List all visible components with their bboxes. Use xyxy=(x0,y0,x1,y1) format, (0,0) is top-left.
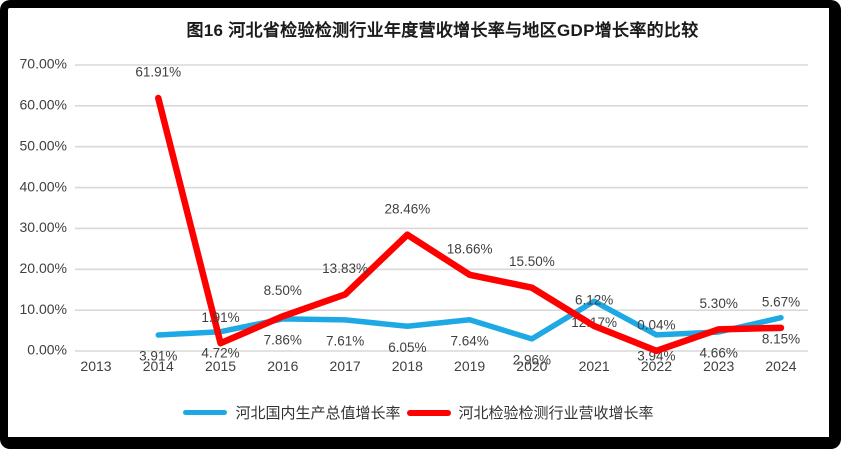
data-label: 3.94% xyxy=(637,348,675,363)
chart-title: 图16 河北省检验检测行业年度营收增长率与地区GDP增长率的比较 xyxy=(186,21,699,40)
red-line-swatch-icon xyxy=(406,409,451,416)
y-axis-label: 60.00% xyxy=(20,97,67,113)
y-axis-label: 20.00% xyxy=(20,260,67,276)
x-axis-label: 2021 xyxy=(579,358,610,374)
x-axis-label: 2023 xyxy=(703,358,734,374)
legend-item-gdp: 河北国内生产总值增长率 xyxy=(183,402,401,423)
x-axis-label: 2024 xyxy=(765,358,796,374)
x-axis-label: 2013 xyxy=(80,358,111,374)
data-label: 61.91% xyxy=(135,65,181,80)
data-label: 4.66% xyxy=(700,346,738,361)
x-axis-label: 2016 xyxy=(267,358,298,374)
data-label: 15.50% xyxy=(509,254,555,269)
x-axis-label: 2014 xyxy=(143,358,174,374)
series-line-revenue xyxy=(155,94,785,355)
data-label: 7.61% xyxy=(326,333,364,348)
x-axis-label: 2020 xyxy=(516,358,547,374)
x-axis-label: 2018 xyxy=(392,358,423,374)
y-axis-label: 40.00% xyxy=(20,178,67,194)
data-label: 4.72% xyxy=(201,345,239,360)
x-axis-label: 2017 xyxy=(330,358,361,374)
data-label: 3.91% xyxy=(139,349,177,364)
data-label: 18.66% xyxy=(447,241,493,256)
y-axis-label: 30.00% xyxy=(20,219,67,235)
chart-legend: 河北国内生产总值增长率 河北检验检测行业营收增长率 xyxy=(8,402,829,423)
data-label: 5.67% xyxy=(762,294,800,309)
legend-label-gdp: 河北国内生产总值增长率 xyxy=(235,405,401,422)
data-label: 8.50% xyxy=(264,283,302,298)
y-axis-label: 0.00% xyxy=(27,342,67,358)
data-label: 28.46% xyxy=(384,201,430,216)
data-label: 5.30% xyxy=(700,296,738,311)
data-label: 7.64% xyxy=(450,333,488,348)
legend-item-revenue: 河北检验检测行业营收增长率 xyxy=(406,402,654,423)
data-label: 6.05% xyxy=(388,340,426,355)
data-label: 8.15% xyxy=(762,331,800,346)
data-label: 7.86% xyxy=(264,332,302,347)
y-axis-label: 70.00% xyxy=(20,56,67,72)
x-axis-label: 2019 xyxy=(454,358,485,374)
data-label: 1.91% xyxy=(201,310,239,325)
data-label: 13.83% xyxy=(322,261,368,276)
data-label: 6.12% xyxy=(575,293,613,308)
line-chart-plot: 0.00% 10.00% 20.00% 30.00% 40.00% 50.00% 60.00… xyxy=(20,56,808,374)
legend-label-revenue: 河北检验检测行业营收增长率 xyxy=(458,405,654,422)
blue-line-swatch-icon xyxy=(183,410,228,415)
x-axis-label: 2022 xyxy=(641,358,672,374)
data-label: 2.96% xyxy=(513,352,551,367)
y-axis-label: 50.00% xyxy=(20,137,67,153)
x-axis-label: 2015 xyxy=(205,358,236,374)
data-label: 0.04% xyxy=(637,317,675,332)
y-axis-label: 10.00% xyxy=(20,301,67,317)
